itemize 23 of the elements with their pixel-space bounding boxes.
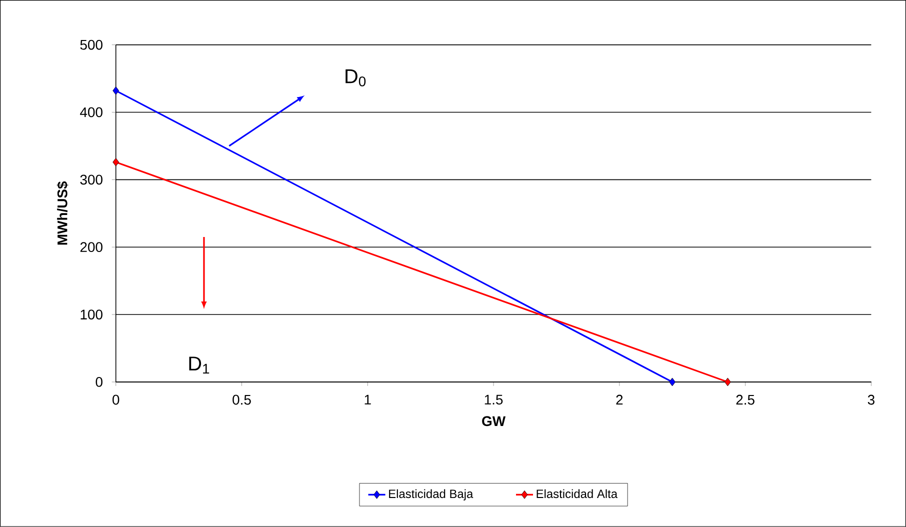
- legend-label: Elasticidad Alta: [536, 489, 618, 498]
- y-axis-title: MWh/US$: [56, 181, 68, 245]
- point: [112, 86, 120, 95]
- y-tick-label: 300: [80, 174, 102, 185]
- y-tick-label: 500: [80, 40, 102, 50]
- legend-label: Elasticidad Baja: [389, 489, 474, 501]
- y-tick-label: 100: [80, 310, 102, 320]
- x-tick-label: 2.5: [736, 394, 754, 405]
- x-tick-label: 3: [868, 394, 874, 405]
- annotation: D$_{0}$: [346, 69, 366, 86]
- annotation: D$_{1}$: [189, 356, 210, 374]
- point: [669, 378, 676, 386]
- y-tick-label: 200: [80, 242, 102, 252]
- point: [724, 378, 731, 386]
- x-axis-title: GW: [482, 416, 506, 426]
- x-tick-label: 1: [364, 394, 371, 404]
- y-tick-label: 400: [80, 107, 102, 118]
- x-tick-label: 1.5: [484, 394, 503, 405]
- x-tick-label: 0.5: [232, 394, 251, 405]
- point: [112, 158, 120, 166]
- x-tick-label: 2: [616, 394, 623, 405]
- x-tick-label: 0: [112, 394, 120, 405]
- y-tick-label: 0: [96, 377, 102, 387]
